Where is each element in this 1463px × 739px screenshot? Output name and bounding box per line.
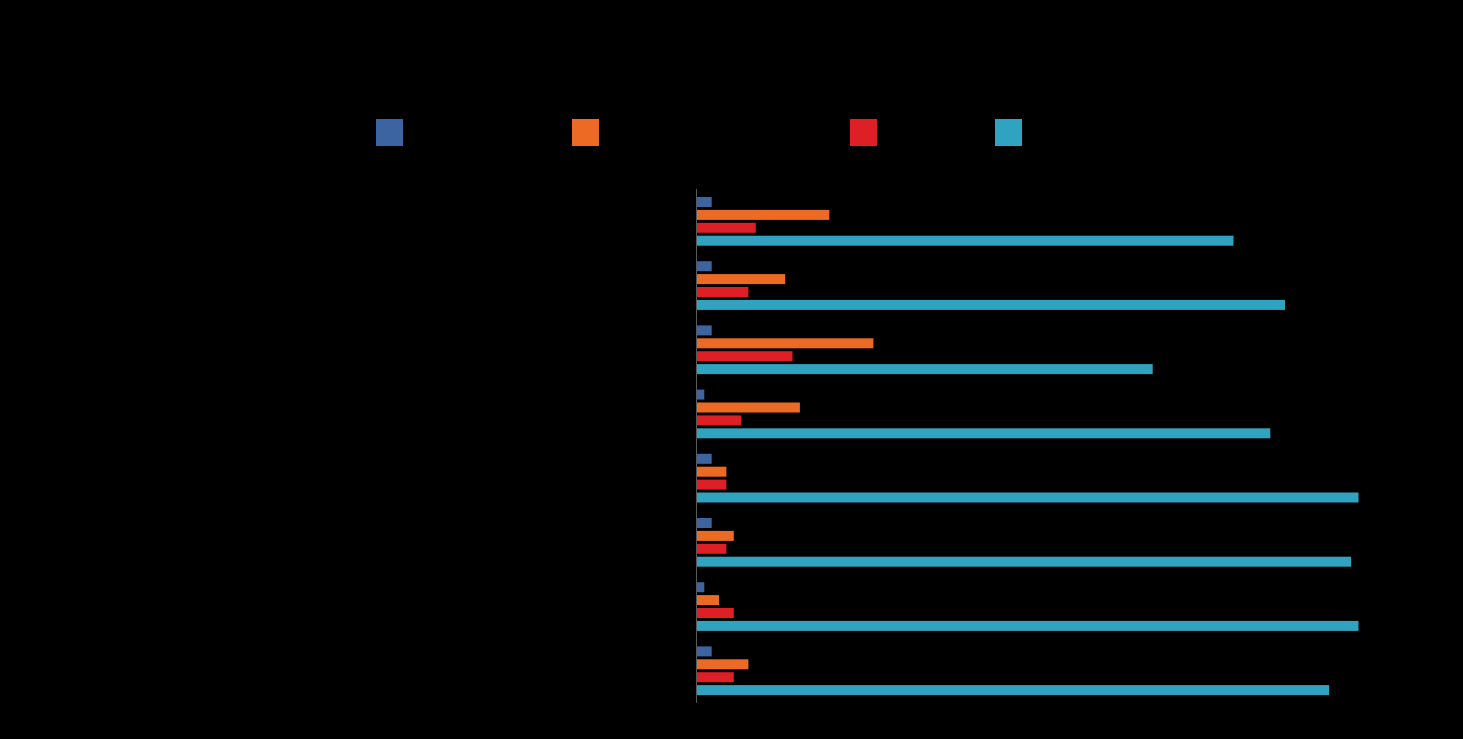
- bar-s2-c7: [697, 595, 719, 606]
- bar-s3-c5: [697, 479, 727, 490]
- bar-s2-c2: [697, 274, 786, 285]
- bar-s1-c2: [697, 261, 712, 272]
- legend-swatch-3: [850, 119, 877, 146]
- bars: [697, 197, 1359, 696]
- bar-s1-c6: [697, 518, 712, 528]
- bar-s4-c3: [697, 364, 1153, 375]
- bar-group-1: [697, 197, 1234, 246]
- legend-swatch-4: [995, 119, 1022, 146]
- bar-s4-c2: [697, 299, 1285, 310]
- bar-s2-c3: [697, 338, 874, 349]
- legend-swatch-2: [572, 119, 599, 146]
- bar-s2-c5: [697, 466, 727, 477]
- bar-s3-c1: [697, 222, 756, 233]
- bar-s3-c7: [697, 608, 734, 618]
- bar-group-5: [697, 453, 1359, 503]
- bar-group-3: [697, 325, 1153, 375]
- bar-group-2: [697, 261, 1285, 310]
- bar-s1-c7: [697, 582, 705, 593]
- bar-s1-c4: [697, 389, 705, 400]
- bar-s3-c6: [697, 543, 727, 554]
- legend-swatch-1: [376, 119, 403, 146]
- bar-s1-c8: [697, 646, 712, 657]
- bar-s4-c6: [697, 556, 1352, 567]
- bar-s4-c4: [697, 428, 1271, 439]
- bar-s3-c2: [697, 287, 749, 297]
- bar-group-8: [697, 646, 1330, 696]
- bar-s3-c4: [697, 415, 742, 426]
- bar-s3-c3: [697, 351, 793, 362]
- bar-s1-c3: [697, 325, 712, 336]
- bar-s4-c8: [697, 685, 1330, 696]
- bar-s1-c5: [697, 453, 712, 464]
- chart-legend: [376, 119, 1022, 146]
- bar-s2-c8: [697, 659, 749, 670]
- bar-s4-c7: [697, 620, 1359, 631]
- bar-s3-c8: [697, 672, 734, 683]
- bar-s2-c4: [697, 402, 800, 413]
- bar-group-6: [697, 518, 1352, 567]
- bar-s2-c6: [697, 530, 734, 541]
- bar-s4-c1: [697, 235, 1234, 246]
- bar-s2-c1: [697, 209, 830, 220]
- bar-group-4: [697, 389, 1271, 439]
- bar-group-7: [697, 582, 1359, 631]
- bar-s4-c5: [697, 492, 1359, 503]
- bar-s1-c1: [697, 197, 712, 207]
